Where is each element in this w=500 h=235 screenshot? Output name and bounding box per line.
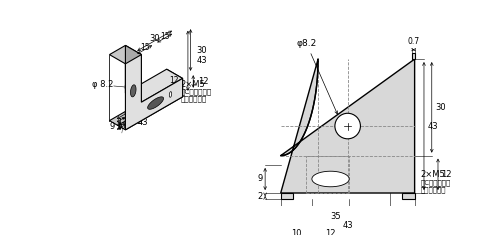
Polygon shape xyxy=(402,193,414,199)
Text: 43: 43 xyxy=(428,121,438,131)
Polygon shape xyxy=(126,45,142,102)
Text: 12: 12 xyxy=(169,76,178,85)
Text: 30: 30 xyxy=(196,46,207,55)
Text: 30: 30 xyxy=(436,103,446,112)
Text: 指定のとき）: 指定のとき） xyxy=(180,96,207,102)
Circle shape xyxy=(335,113,360,139)
Text: φ 8.2: φ 8.2 xyxy=(92,80,113,89)
Text: 43: 43 xyxy=(342,221,353,230)
Text: 9: 9 xyxy=(110,121,115,130)
Text: （Cオプション: （Cオプション xyxy=(420,180,450,186)
Text: 2×M5: 2×M5 xyxy=(180,80,206,89)
Polygon shape xyxy=(126,69,182,102)
Text: 指定のとき）: 指定のとき） xyxy=(420,187,446,193)
Text: 12: 12 xyxy=(442,170,452,179)
Text: 10: 10 xyxy=(291,229,302,235)
Polygon shape xyxy=(110,45,142,64)
Text: 2: 2 xyxy=(258,192,262,201)
Text: 12: 12 xyxy=(118,118,127,127)
Text: 12: 12 xyxy=(326,229,336,235)
Polygon shape xyxy=(280,193,293,199)
Text: 35: 35 xyxy=(132,117,143,126)
Text: 12: 12 xyxy=(198,77,209,86)
Polygon shape xyxy=(126,55,182,130)
Text: 0.7: 0.7 xyxy=(408,37,420,46)
Polygon shape xyxy=(110,88,182,130)
Text: 10: 10 xyxy=(116,122,126,131)
Text: （Cオプション: （Cオプション xyxy=(180,89,212,95)
Text: 2×M5: 2×M5 xyxy=(420,170,445,179)
Text: 35: 35 xyxy=(330,212,340,221)
Polygon shape xyxy=(280,59,414,193)
Text: 30: 30 xyxy=(150,34,160,43)
Text: 15: 15 xyxy=(160,32,170,41)
Polygon shape xyxy=(170,92,172,97)
Polygon shape xyxy=(166,69,182,97)
Polygon shape xyxy=(312,171,349,187)
Polygon shape xyxy=(412,53,414,59)
Text: 43: 43 xyxy=(138,118,148,127)
Text: 43: 43 xyxy=(196,56,207,65)
Text: φ8.2: φ8.2 xyxy=(296,39,338,114)
Text: 15: 15 xyxy=(140,43,149,52)
Text: 9: 9 xyxy=(258,175,262,184)
Polygon shape xyxy=(148,97,164,109)
Polygon shape xyxy=(130,85,136,97)
